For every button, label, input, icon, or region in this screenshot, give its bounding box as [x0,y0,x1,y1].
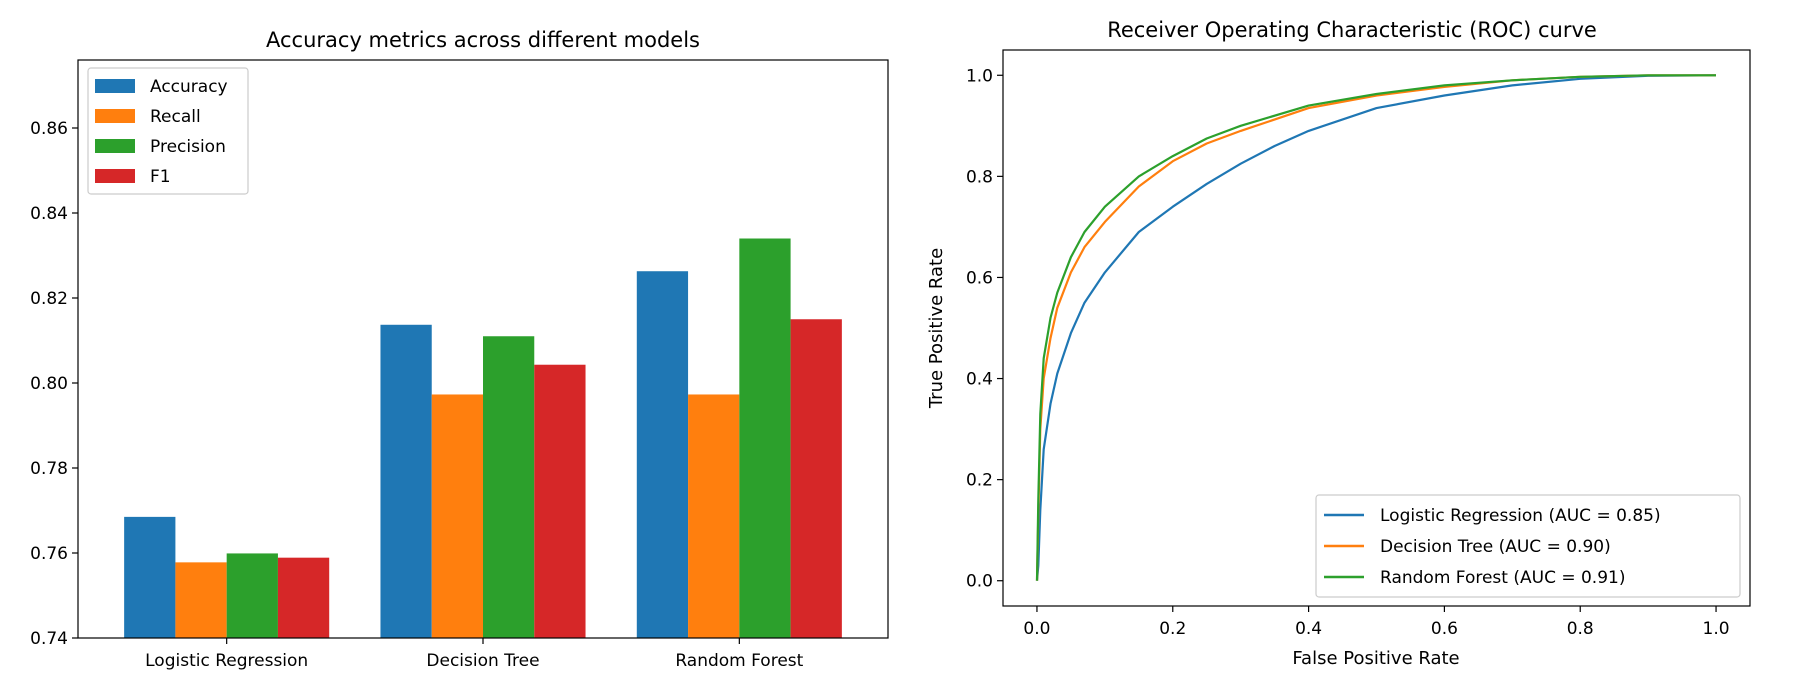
bar-precision-random-forest [739,238,791,638]
bar-precision-decision-tree [483,336,535,638]
roc-axes-frame [1002,49,1751,607]
bar-accuracy-random-forest [636,271,689,638]
bar-legend-swatch [95,169,135,183]
bar-y-tick-label: 0.74 [30,629,68,649]
bar-recall-logistic-regression [175,562,227,638]
bar-y-tick-label: 0.84 [30,204,68,224]
bar-legend-swatch [95,79,135,93]
bar-precision-logistic-regression [226,553,278,638]
roc-y-tick-label: 0.8 [966,167,993,187]
bar-chart-title: Accuracy metrics across different models [266,28,700,52]
roc-legend-label: Logistic Regression (AUC = 0.85) [1380,506,1661,526]
roc-y-tick-label: 0.0 [966,572,993,592]
roc-chart-title: Receiver Operating Characteristic (ROC) … [1107,18,1597,42]
roc-x-tick-label: 0.2 [1159,619,1186,639]
roc-legend-box [1315,494,1741,598]
roc-line-logistic-regression [1035,74,1717,581]
roc-x-tick-label: 0.6 [1431,619,1458,639]
roc-y-tick-label: 1.0 [966,66,993,86]
bar-legend-box [87,67,249,195]
bar-legend-label: Precision [150,137,226,157]
roc-y-tick-label: 0.6 [966,268,993,288]
roc-x-axis: 0.0 0.2 0.4 0.6 0.8 1.0 [1023,606,1730,639]
roc-legend: Logistic Regression (AUC = 0.85) Decision… [1315,494,1741,598]
roc-x-axis-label: False Positive Rate [1292,648,1459,669]
bar-x-tick-label: Logistic Regression [145,651,308,671]
roc-y-axis: 0.0 0.2 0.4 0.6 0.8 1.0 [966,66,1003,592]
bar-recall-random-forest [688,394,740,638]
bar-recall-decision-tree [431,394,483,638]
bar-y-tick-label: 0.82 [30,289,68,309]
roc-line-random-forest [1035,74,1716,581]
bar-legend-swatch [95,109,135,123]
bar-legend-swatch [95,139,135,153]
roc-legend-label: Decision Tree (AUC = 0.90) [1380,537,1611,557]
bar-f1-random-forest [790,319,842,638]
roc-y-tick-label: 0.2 [966,471,993,491]
bar-f1-decision-tree [534,364,586,638]
bar-marks [124,238,842,638]
bar-f1-logistic-regression [277,557,330,638]
roc-x-tick-label: 0.8 [1567,619,1594,639]
bar-y-tick-label: 0.78 [30,459,68,479]
bar-y-axis: 0.74 0.76 0.78 0.80 0.82 0.84 0.86 [30,119,78,649]
bar-chart: Accuracy metrics across different models… [30,28,889,671]
roc-x-tick-label: 0.4 [1295,619,1322,639]
bar-y-tick-label: 0.80 [30,374,68,394]
bar-accuracy-decision-tree [380,324,432,638]
bar-legend-label: F1 [150,167,171,187]
bar-legend-label: Accuracy [150,77,228,97]
roc-legend-label: Random Forest (AUC = 0.91) [1380,568,1625,588]
bar-legend: Accuracy Recall Precision F1 [87,67,249,195]
bar-x-tick-label: Decision Tree [426,651,539,671]
roc-x-tick-label: 0.0 [1023,619,1050,639]
roc-y-tick-label: 0.4 [966,370,993,390]
roc-x-tick-label: 1.0 [1703,619,1730,639]
bar-accuracy-logistic-regression [124,516,176,638]
bar-legend-label: Recall [150,107,201,127]
roc-y-axis-label: True Positive Rate [926,248,947,409]
bar-y-tick-label: 0.76 [30,544,68,564]
bar-x-tick-label: Random Forest [675,651,803,671]
roc-chart: Receiver Operating Characteristic (ROC) … [926,18,1751,669]
bar-x-axis: Logistic Regression Decision Tree Random F… [145,638,804,671]
bar-y-tick-label: 0.86 [30,119,68,139]
roc-lines [1035,74,1717,581]
